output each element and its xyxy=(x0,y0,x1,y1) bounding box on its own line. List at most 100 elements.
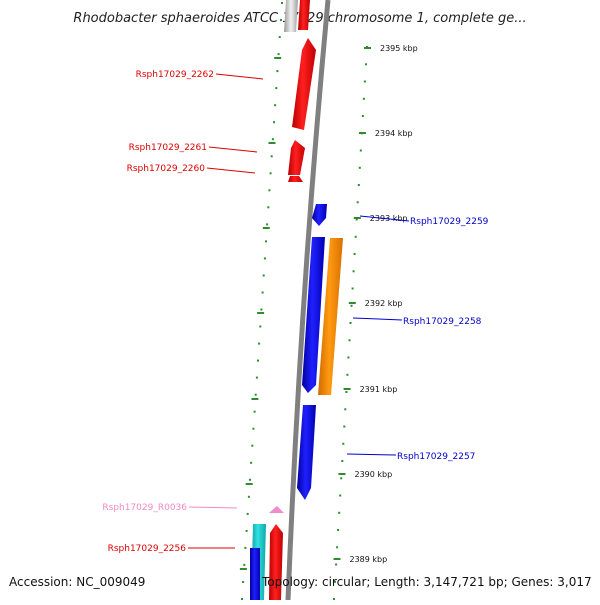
gene-label-rsph17029-2262[interactable]: Rsph17029_2262 xyxy=(136,70,214,80)
scale-dot xyxy=(249,478,251,481)
scale-dot xyxy=(241,598,243,600)
gene-feature-red-top[interactable] xyxy=(298,0,310,30)
gene-label-rsph17029-2257[interactable]: Rsph17029_2257 xyxy=(397,452,475,462)
scale-dot xyxy=(356,201,359,204)
scale-dot xyxy=(268,189,271,192)
scale-dot xyxy=(242,581,245,583)
scale-dot xyxy=(335,563,338,566)
gene-feature-rsph17029-r0036[interactable] xyxy=(269,506,284,513)
gene-leader-rsph17029-2257 xyxy=(346,453,397,456)
scale-dot xyxy=(357,184,360,186)
gene-feature-orange[interactable] xyxy=(318,238,343,395)
scale-dot xyxy=(355,218,358,221)
gene-leader-rsph17029-r0036 xyxy=(188,506,238,509)
scale-dot xyxy=(250,461,253,464)
scale-dot xyxy=(277,53,280,56)
scale-dot xyxy=(276,70,279,73)
gene-leader-rsph17029-2262 xyxy=(215,73,264,80)
scale-dot xyxy=(342,442,345,445)
scale-dot xyxy=(347,356,350,359)
scale-dot xyxy=(259,325,262,328)
scale-dot xyxy=(257,359,259,362)
scale-dot xyxy=(336,546,339,549)
gene-feature-rsph17029-2258[interactable] xyxy=(302,237,325,393)
gene-label-rsph17029-2258[interactable]: Rsph17029_2258 xyxy=(403,317,482,327)
scale-dot xyxy=(353,253,356,255)
scale-dot xyxy=(260,308,263,311)
scale-dot xyxy=(350,304,353,307)
scale-dot xyxy=(274,104,277,107)
gene-label-rsph17029-2261[interactable]: Rsph17029_2261 xyxy=(129,143,207,153)
gene-leader-rsph17029-2261 xyxy=(208,146,258,153)
scale-dot xyxy=(346,373,349,376)
gene-label-rsph17029-2256[interactable]: Rsph17029_2256 xyxy=(108,544,187,554)
gene-feature-rsph17029-2260[interactable] xyxy=(288,176,303,182)
scale-dot xyxy=(258,342,261,345)
scale-dot xyxy=(281,2,283,4)
scale-dot xyxy=(247,495,250,498)
scale-dot xyxy=(270,155,273,158)
scale-dot xyxy=(348,339,351,342)
scale-dot xyxy=(273,121,275,124)
scale-dot xyxy=(361,115,364,117)
scale-dot xyxy=(253,410,256,413)
scale-dot xyxy=(265,240,267,243)
scale-dot xyxy=(243,563,246,566)
scale-dot xyxy=(262,274,265,277)
gene-label-rsph17029-2259[interactable]: Rsph17029_2259 xyxy=(410,217,489,227)
scale-dot xyxy=(358,166,361,169)
scale-dot xyxy=(334,580,336,583)
scale-dot xyxy=(266,223,269,226)
scale-label: 2394 kbp xyxy=(375,129,413,138)
gene-feature-rsph17029-2257[interactable] xyxy=(297,405,316,500)
gene-leader-rsph17029-2258 xyxy=(352,317,403,321)
scale-label: 2389 kbp xyxy=(350,555,388,564)
scale-label: 2391 kbp xyxy=(360,385,398,394)
scale-dot xyxy=(339,494,342,497)
genome-summary: Topology: circular; Length: 3,147,721 bp… xyxy=(261,575,592,589)
scale-dot xyxy=(337,529,340,531)
scale-dot xyxy=(251,444,254,447)
scale-dot xyxy=(279,19,282,21)
scale-dot xyxy=(344,408,347,411)
scale-dot xyxy=(351,287,354,290)
scale-dot xyxy=(252,427,255,430)
gene-feature-grey[interactable] xyxy=(284,0,298,32)
scale-label: 2390 kbp xyxy=(355,470,393,479)
scale-dot xyxy=(352,270,355,273)
scale-dot xyxy=(244,546,247,549)
gene-feature-blue-bottom[interactable] xyxy=(250,548,260,600)
gene-feature-rsph17029-2259[interactable] xyxy=(312,204,327,226)
gene-feature-rsph17029-2262[interactable] xyxy=(292,38,316,130)
scale-dot xyxy=(246,512,249,515)
scale-dot xyxy=(359,149,362,152)
gene-leader-rsph17029-2260 xyxy=(206,167,256,174)
scale-dot xyxy=(333,598,335,600)
gene-feature-rsph17029-2256[interactable] xyxy=(269,524,283,600)
scale-dot xyxy=(362,97,365,100)
scale-dot xyxy=(275,87,278,90)
chromosome-backbone xyxy=(285,0,331,601)
scale-dot xyxy=(365,63,367,66)
gene-label-rsph17029-r0036[interactable]: Rsph17029_R0036 xyxy=(102,503,187,513)
scale-dot xyxy=(245,529,248,532)
gene-leader-rsph17029-2259 xyxy=(359,215,410,222)
scale-dot xyxy=(263,257,266,260)
accession-label: Accession: NC_009049 xyxy=(9,575,145,589)
scale-dot xyxy=(345,391,348,393)
scale-dot xyxy=(343,425,346,428)
scale-dot xyxy=(271,138,274,141)
gene-label-rsph17029-2260[interactable]: Rsph17029_2260 xyxy=(127,164,206,174)
gene-feature-rsph17029-2261[interactable] xyxy=(288,140,305,175)
gene-features xyxy=(250,0,343,600)
scale-dot xyxy=(269,172,272,175)
scale-dot xyxy=(363,80,366,83)
scale-dot xyxy=(354,235,357,238)
scale-dot xyxy=(255,376,258,379)
scale-dot xyxy=(267,206,270,209)
scale-label: 2395 kbp xyxy=(380,44,418,53)
scale-dot xyxy=(338,511,341,514)
scale-dot xyxy=(340,477,343,480)
